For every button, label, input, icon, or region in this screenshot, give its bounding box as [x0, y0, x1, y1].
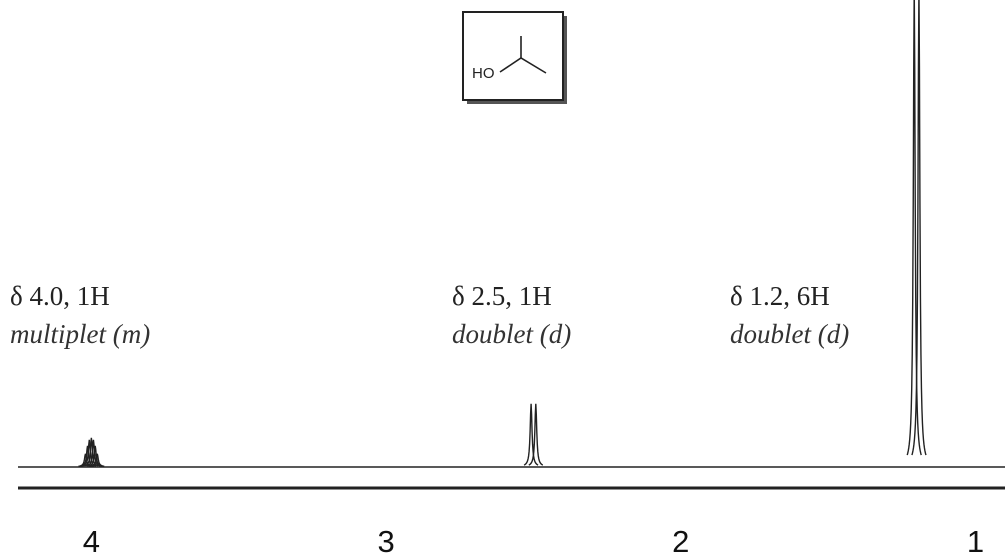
- peak-line: [88, 445, 103, 467]
- peak-line: [84, 437, 99, 467]
- x-tick-label: 3: [377, 524, 394, 555]
- peak-label: δ 4.0, 1H: [10, 281, 110, 311]
- x-tick-label: 1: [967, 524, 984, 555]
- peak-line: [911, 0, 927, 456]
- x-tick-label: 4: [83, 524, 100, 555]
- x-tick-label: 2: [672, 524, 689, 555]
- peak-multiplicity: doublet (d): [730, 319, 849, 349]
- peak-multiplicity: doublet (d): [452, 319, 571, 349]
- peak-line: [90, 453, 105, 467]
- structure-label: HO: [472, 65, 495, 82]
- structure-box: [462, 11, 564, 101]
- peak-label: δ 2.5, 1H: [452, 281, 552, 311]
- peak-line: [906, 0, 922, 456]
- peak-line: [528, 403, 544, 466]
- peak-label: δ 1.2, 6H: [730, 281, 830, 311]
- peak-multiplicity: multiplet (m): [10, 319, 150, 349]
- peak-line: [86, 439, 101, 467]
- peak-line: [523, 403, 539, 466]
